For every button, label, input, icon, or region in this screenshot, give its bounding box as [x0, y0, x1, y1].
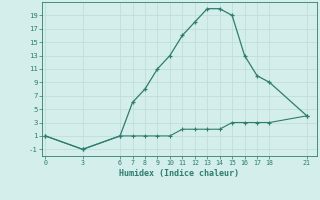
- X-axis label: Humidex (Indice chaleur): Humidex (Indice chaleur): [119, 169, 239, 178]
